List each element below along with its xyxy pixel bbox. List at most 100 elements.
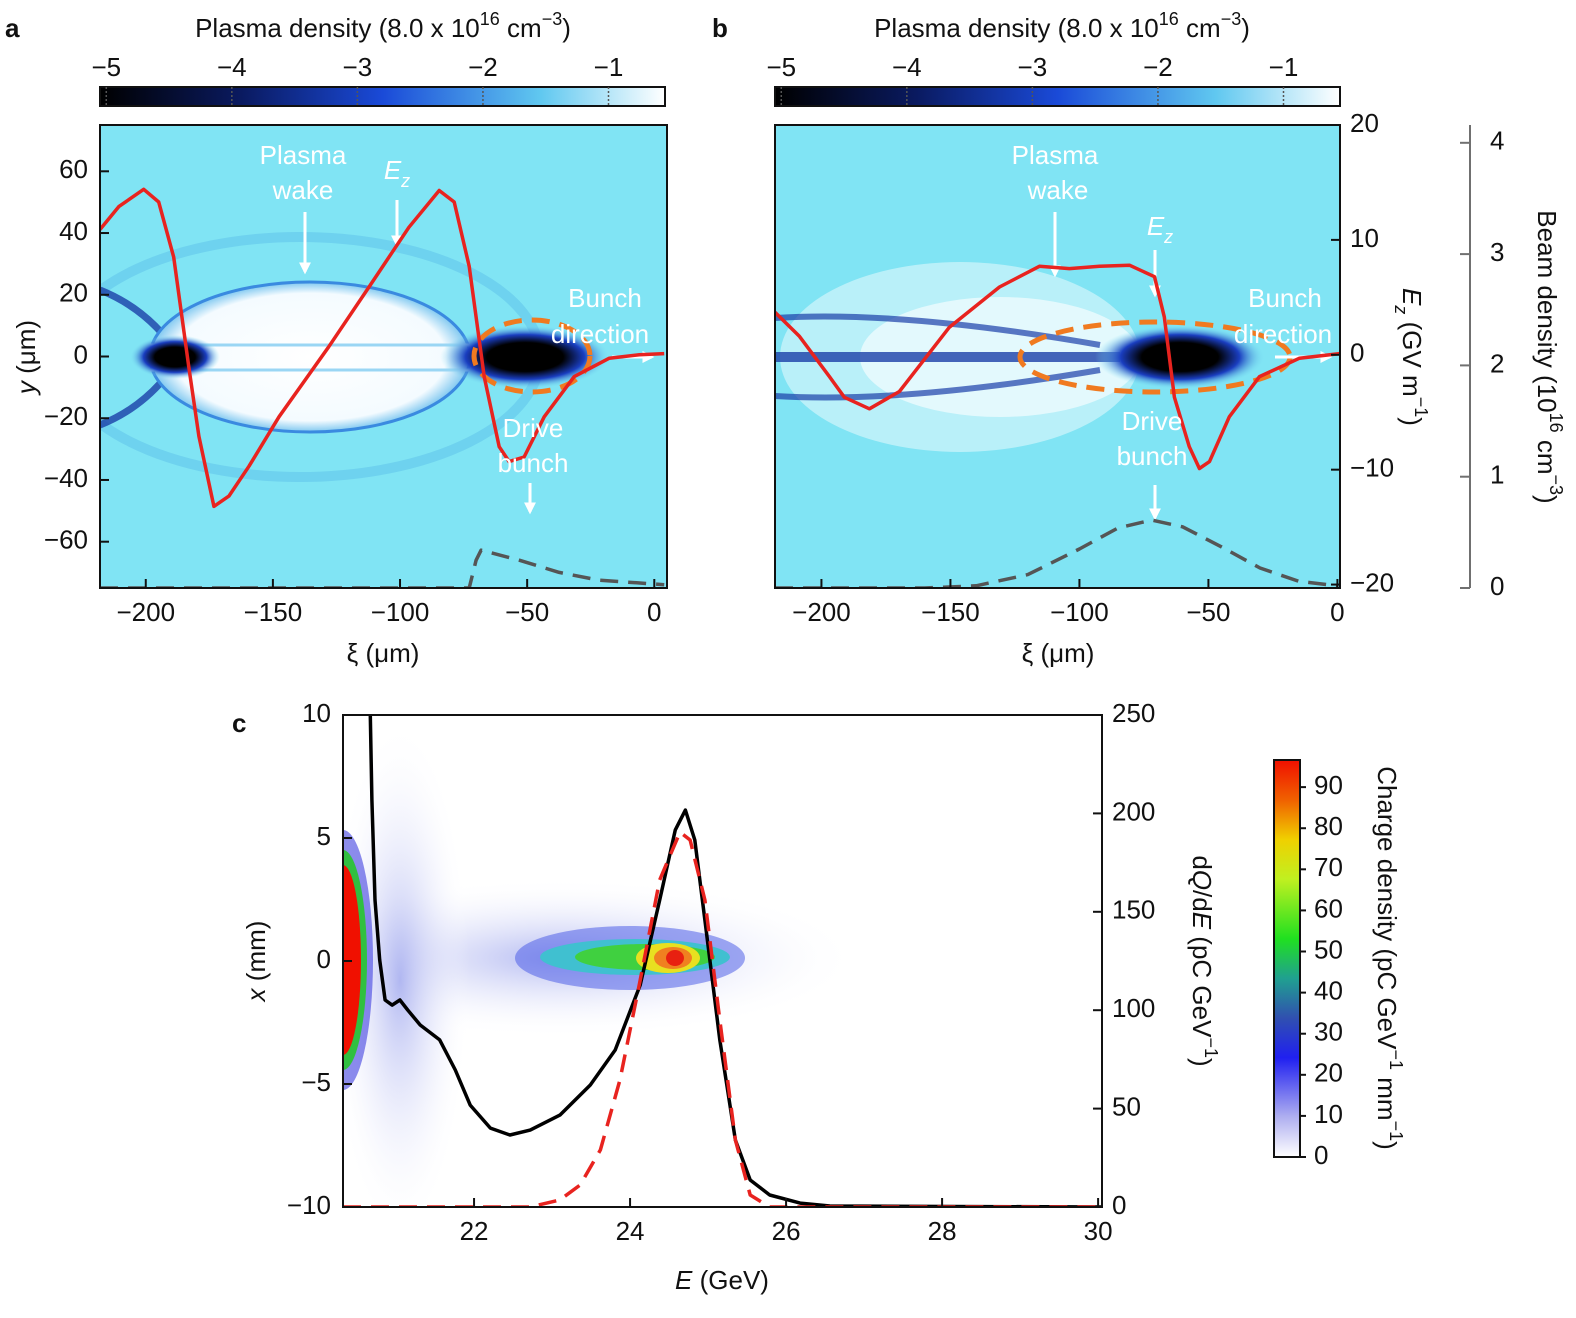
spot [666,950,684,966]
y2-tick-label: 0 [1350,338,1364,368]
y3-tick-label: 3 [1490,237,1504,267]
text-part: ) [1241,13,1250,43]
colorbar-tick-label: −5 [766,52,796,82]
annotation: Drive [503,413,564,443]
annotation: direction [551,319,649,349]
text-part: Plasma density (8.0 x 10 [874,13,1159,43]
y3-tick-label: 4 [1490,126,1504,156]
colorbar-tick-label: 80 [1314,811,1343,841]
density-map [775,125,1340,588]
colorbar [99,86,666,107]
panel-label: a [5,13,20,43]
colorbar-tick-label: 0 [1314,1140,1328,1170]
colorbar-label: Charge density (pC GeV−1 mm−1) [1372,766,1406,1150]
annotation: Bunch [1248,283,1322,313]
y-axis-label: x (mm) [241,921,271,1004]
x-tick-label: −200 [116,597,175,627]
colorbar-tick-label: 30 [1314,1017,1343,1047]
colorbar-tick-label: −4 [892,52,922,82]
text-part: E [1397,288,1427,306]
y-tick-label: −40 [44,463,88,493]
text-part: Q [1187,870,1217,890]
x-tick-label: 26 [772,1216,801,1246]
y-tick-label: −20 [44,401,88,431]
text-part: x [241,987,271,1003]
x-tick-label: 24 [616,1216,645,1246]
series-line [100,187,665,509]
colorbar-tick-label: −5 [91,52,121,82]
text-part: 16 [1159,9,1179,29]
colorbar-tick-label: 90 [1314,770,1343,800]
x-tick-label: −50 [505,597,549,627]
colorbar [774,86,1341,107]
series-line [775,518,1338,588]
colorbar-tick-label: −1 [1269,52,1299,82]
annotation: wake [272,175,334,205]
y2-tick-label: 250 [1112,698,1155,728]
text-part: ) [1397,417,1427,426]
text-part: ) [1372,1141,1402,1150]
y2-tick-label: 100 [1112,993,1155,1023]
text-part: E [384,155,402,185]
y-tick-label: 5 [317,821,331,851]
x-tick-label: 28 [928,1216,957,1246]
text-part: Charge density (pC GeV [1372,766,1402,1050]
y-tick-label: −10 [287,1190,331,1220]
y-tick-label: −5 [301,1067,331,1097]
text-part: /d [1187,890,1217,912]
x-tick-label: 0 [647,597,661,627]
colorbar-tick-label: 20 [1314,1058,1343,1088]
y-tick-label: −60 [44,525,88,555]
series-line [343,830,1102,1207]
panel-label: b [712,13,728,43]
text-part: 16 [1546,413,1566,433]
y2-tick-label: 50 [1112,1091,1141,1121]
y2-axis-label: dQ/dE (pC GeV−1) [1187,855,1221,1066]
text-part: cm [1532,433,1562,475]
text-part: −1 [1386,1121,1406,1142]
colorbar-tick-label: 60 [1314,893,1343,923]
y-tick-label: 60 [59,154,88,184]
colorbar-tick-label: −2 [468,52,498,82]
text-part: (mm) [241,921,271,989]
annotation: Bunch [568,283,642,313]
density-map [100,125,667,588]
text-part: E [1187,912,1217,930]
plot-frame [774,124,1341,589]
y-tick-label: 40 [59,216,88,246]
text-part: E [675,1265,693,1295]
x-axis-label: ξ (μm) [347,638,420,668]
text-part: z [1391,304,1411,314]
text-part: d [1187,855,1217,869]
bunch-outline [471,317,593,395]
x-axis-label: E (GeV) [675,1265,769,1295]
x-tick-label: −100 [371,597,430,627]
text-part: −1 [1386,1049,1406,1070]
annotation: bunch [498,448,569,478]
series-line [100,548,665,588]
colorbar-tick-label: 70 [1314,852,1343,882]
text-part: mm [1372,1070,1402,1121]
text-part: 16 [480,9,500,29]
text-part: cm [1179,13,1221,43]
x-tick-label: −50 [1186,597,1230,627]
y3-tick-label: 1 [1490,460,1504,490]
y-tick-label: 0 [317,944,331,974]
colorbar-tick-label: 10 [1314,1099,1343,1129]
colorbar-tick-label: −3 [343,52,373,82]
text-part: cm [500,13,542,43]
colorbar-label: Plasma density (8.0 x 1016 cm−3) [195,9,571,43]
x-tick-label: 22 [460,1216,489,1246]
annotation: Plasma [260,140,347,170]
text-part: −3 [1221,9,1242,29]
y-tick-label: 0 [74,339,88,369]
annotation: Ez [384,155,410,191]
annotation: wake [1027,175,1089,205]
panel-label: c [232,708,246,738]
colorbar [1273,759,1301,1158]
x-tick-label: −150 [244,597,303,627]
y2-tick-label: −10 [1350,453,1394,483]
colorbar-tick-label: 40 [1314,975,1343,1005]
colorbar-tick-label: −4 [217,52,247,82]
